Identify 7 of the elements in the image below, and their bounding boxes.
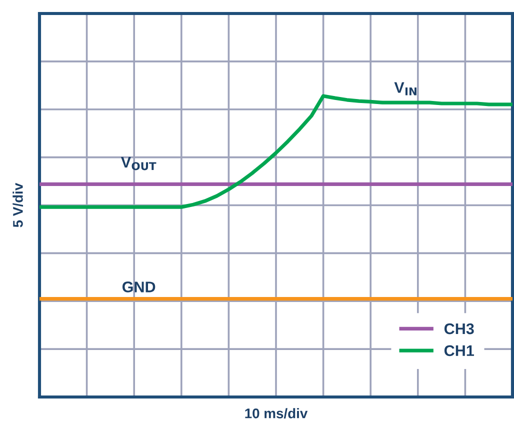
x-axis-title: 10 ms/div [245,408,308,418]
annotation: V$_{OUT}$ [120,157,156,170]
legend-label: CH1 [444,345,474,356]
legend-label: CH3 [444,323,474,334]
y-axis-title: 5 V/div [12,182,24,228]
annotation: GND [122,282,156,292]
text: V$_{IN}$ [394,82,416,96]
